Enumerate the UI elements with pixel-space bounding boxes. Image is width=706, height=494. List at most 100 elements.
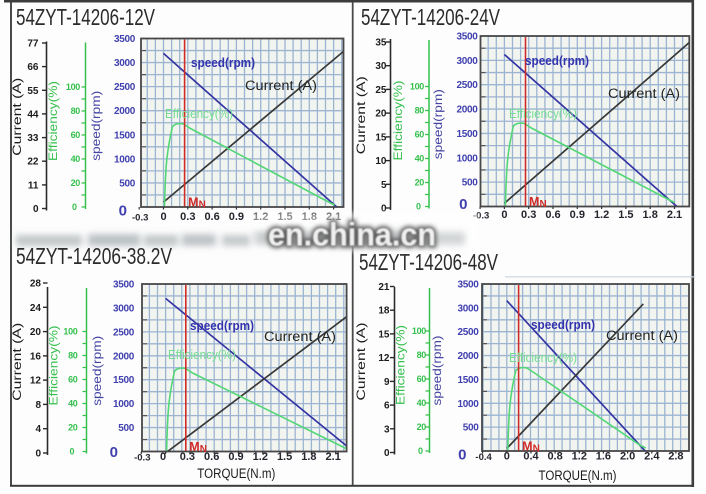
svg-text:Efficiency(%): Efficiency(%): [509, 107, 577, 121]
svg-text:Current (A): Current (A): [264, 329, 336, 344]
svg-text:12: 12: [30, 376, 42, 387]
svg-text:77: 77: [27, 39, 39, 50]
svg-text:0.6: 0.6: [545, 209, 560, 221]
svg-text:100: 100: [63, 327, 77, 337]
svg-text:0: 0: [501, 209, 507, 221]
svg-text:3000: 3000: [113, 303, 135, 314]
svg-text:1000: 1000: [456, 153, 478, 164]
svg-text:Efficiency(%): Efficiency(%): [165, 107, 233, 121]
svg-text:1.2: 1.2: [594, 209, 609, 221]
svg-text:1500: 1500: [114, 130, 136, 141]
svg-text:Efficiency(%): Efficiency(%): [509, 351, 577, 365]
svg-text:speed(rpm): speed(rpm): [190, 319, 254, 333]
svg-text:1000: 1000: [113, 399, 135, 410]
svg-text:Current (A): Current (A): [354, 76, 368, 154]
svg-text:M: M: [529, 195, 539, 209]
svg-text:speed(rpm): speed(rpm): [430, 336, 444, 406]
svg-text:N: N: [533, 444, 540, 455]
svg-text:3500: 3500: [457, 280, 479, 291]
svg-text:60: 60: [71, 130, 81, 140]
svg-text:0: 0: [458, 447, 466, 464]
svg-text:54ZYT-14206-48V: 54ZYT-14206-48V: [359, 249, 498, 275]
svg-text:speed(rpm): speed(rpm): [90, 336, 104, 406]
svg-text:20: 20: [68, 423, 78, 433]
svg-text:Efficiency(%): Efficiency(%): [394, 325, 408, 405]
svg-text:0.6: 0.6: [204, 211, 219, 223]
svg-text:80: 80: [417, 350, 427, 360]
svg-text:0: 0: [160, 211, 166, 223]
svg-text:speed(rpm): speed(rpm): [89, 91, 103, 161]
svg-text:0.3: 0.3: [180, 211, 195, 223]
svg-text:Current (A): Current (A): [606, 328, 678, 343]
svg-text:0: 0: [110, 444, 118, 461]
svg-text:2500: 2500: [114, 82, 136, 93]
svg-text:15: 15: [375, 132, 387, 143]
svg-text:100: 100: [410, 82, 424, 92]
svg-text:33: 33: [27, 133, 39, 144]
svg-text:2.1: 2.1: [667, 209, 682, 221]
svg-text:500: 500: [118, 423, 135, 434]
svg-text:54ZYT-14206-24V: 54ZYT-14206-24V: [361, 4, 500, 30]
svg-text:en.china.cn: en.china.cn: [268, 217, 436, 253]
svg-text:1.2: 1.2: [253, 451, 268, 463]
svg-text:8: 8: [35, 400, 41, 411]
svg-text:20: 20: [375, 109, 387, 120]
svg-text:2000: 2000: [113, 351, 135, 362]
svg-text:0: 0: [381, 204, 387, 215]
svg-text:3500: 3500: [114, 34, 136, 45]
svg-text:60: 60: [417, 374, 427, 384]
svg-text:N: N: [199, 200, 206, 211]
svg-text:11: 11: [28, 180, 39, 191]
svg-text:20: 20: [30, 327, 42, 338]
svg-text:2500: 2500: [456, 80, 478, 91]
svg-text:TORQUE(N.m): TORQUE(N.m): [197, 466, 275, 481]
svg-text:-0.3: -0.3: [132, 213, 148, 224]
svg-text:16: 16: [30, 351, 42, 362]
svg-text:1000: 1000: [457, 399, 479, 410]
svg-text:21: 21: [378, 282, 390, 293]
svg-text:Current (A): Current (A): [608, 86, 680, 101]
svg-text:N: N: [200, 444, 207, 455]
svg-text:TORQUE(N.m): TORQUE(N.m): [539, 468, 617, 483]
svg-text:54ZYT-14206-12V: 54ZYT-14206-12V: [16, 4, 155, 30]
svg-text:-0.4: -0.4: [475, 452, 492, 463]
svg-text:0: 0: [418, 446, 423, 456]
svg-text:3000: 3000: [457, 303, 479, 314]
svg-text:2.8: 2.8: [668, 451, 683, 463]
svg-text:0: 0: [160, 451, 166, 463]
svg-text:10: 10: [375, 156, 387, 167]
svg-text:0.3: 0.3: [180, 451, 195, 463]
svg-text:1500: 1500: [456, 129, 478, 140]
svg-text:Current (A): Current (A): [10, 323, 24, 401]
svg-text:en.china.cn: en.china.cn: [268, 217, 436, 253]
svg-text:15: 15: [378, 329, 390, 340]
svg-text:1.2: 1.2: [572, 451, 587, 463]
svg-text:0: 0: [384, 448, 390, 459]
svg-text:80: 80: [68, 351, 78, 361]
svg-text:Efficiency(%): Efficiency(%): [47, 325, 61, 405]
svg-text:-0.3: -0.3: [473, 211, 489, 222]
svg-text:54ZYT-14206-38.2V: 54ZYT-14206-38.2V: [16, 243, 172, 269]
svg-text:speed(rpm): speed(rpm): [191, 56, 255, 70]
svg-text:28: 28: [30, 279, 42, 290]
svg-text:Current (A): Current (A): [245, 78, 317, 93]
svg-text:80: 80: [415, 106, 425, 116]
svg-text:0: 0: [35, 449, 41, 460]
svg-text:0.4: 0.4: [523, 451, 539, 463]
svg-text:500: 500: [462, 178, 479, 189]
svg-text:40: 40: [415, 154, 425, 164]
svg-text:speed(rpm): speed(rpm): [531, 318, 595, 332]
svg-text:20: 20: [417, 422, 427, 432]
svg-text:55: 55: [27, 86, 39, 97]
svg-text:3500: 3500: [456, 32, 478, 43]
svg-text:3500: 3500: [113, 280, 135, 291]
svg-text:M: M: [522, 440, 532, 454]
svg-text:Efficiency(%): Efficiency(%): [46, 81, 60, 161]
svg-text:0: 0: [69, 447, 74, 457]
svg-text:0: 0: [119, 203, 127, 220]
svg-text:40: 40: [68, 399, 78, 409]
svg-text:40: 40: [417, 398, 427, 408]
svg-text:0: 0: [416, 202, 421, 212]
svg-text:0: 0: [504, 451, 510, 463]
svg-text:0.8: 0.8: [547, 451, 562, 463]
